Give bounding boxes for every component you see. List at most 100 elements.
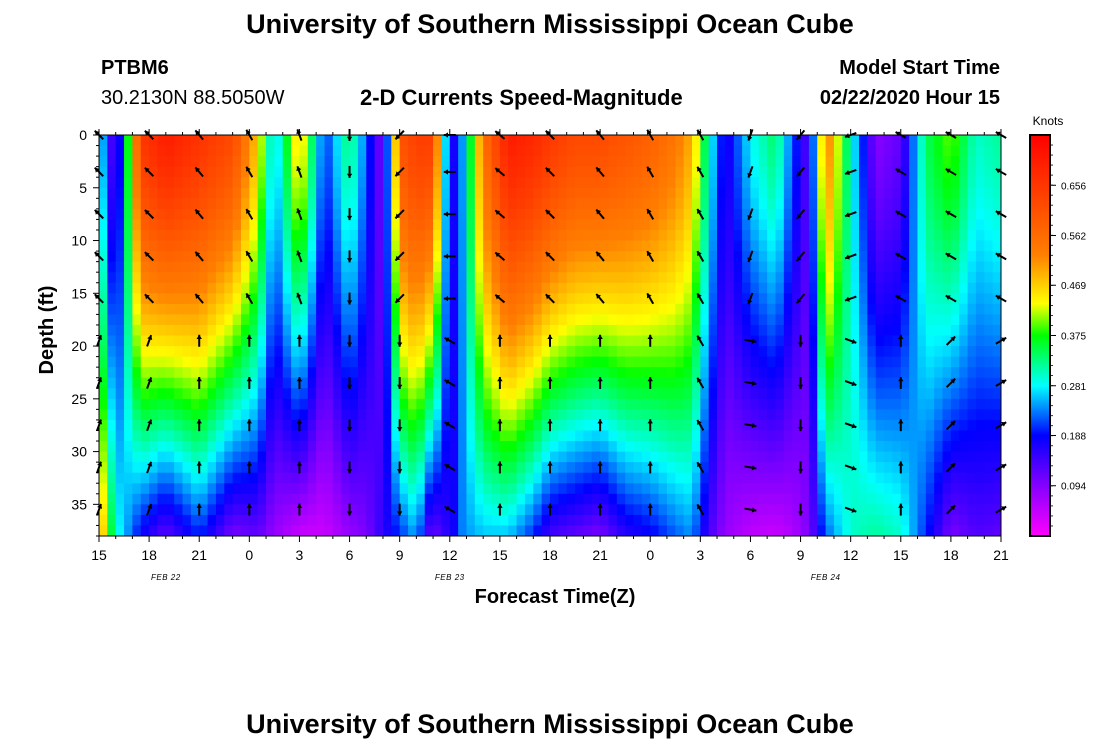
heatmap-cell bbox=[266, 229, 275, 242]
heatmap-cell bbox=[641, 367, 651, 379]
heatmap-cell bbox=[825, 198, 835, 210]
heatmap-cell bbox=[307, 177, 317, 189]
heatmap-cell bbox=[107, 377, 117, 389]
heatmap-cell bbox=[541, 409, 551, 421]
heatmap-cell bbox=[441, 187, 451, 199]
arrow-head bbox=[545, 130, 551, 136]
heatmap-cell bbox=[391, 177, 401, 189]
heatmap-cell bbox=[399, 493, 409, 505]
heatmap-cell bbox=[132, 145, 142, 157]
heatmap-cell bbox=[833, 525, 843, 536]
heatmap-cell bbox=[541, 356, 551, 368]
heatmap-cell bbox=[324, 525, 334, 536]
heatmap-cell bbox=[909, 208, 919, 221]
heatmap-cell bbox=[149, 335, 159, 347]
heatmap-cell bbox=[274, 198, 284, 210]
arrow-head bbox=[296, 129, 302, 135]
heatmap-cell bbox=[533, 451, 543, 463]
heatmap-cell bbox=[157, 282, 167, 294]
current-arrow bbox=[547, 376, 553, 389]
heatmap-cell bbox=[291, 282, 301, 294]
heatmap-cell bbox=[316, 335, 326, 347]
heatmap-cell bbox=[199, 314, 209, 326]
heatmap-cell bbox=[884, 398, 894, 410]
heatmap-cell bbox=[800, 451, 810, 463]
heatmap-cell bbox=[942, 293, 952, 305]
heatmap-cell bbox=[666, 219, 676, 231]
heatmap-cell bbox=[324, 166, 334, 178]
heatmap-cell bbox=[892, 251, 902, 263]
heatmap-cell bbox=[382, 462, 392, 474]
heatmap-cell bbox=[341, 229, 351, 242]
heatmap-cell bbox=[466, 483, 476, 495]
heatmap-cell bbox=[374, 504, 384, 516]
heatmap-cell bbox=[758, 504, 768, 516]
heatmap-cell bbox=[666, 240, 676, 252]
heatmap-cell bbox=[508, 282, 518, 294]
heatmap-cell bbox=[149, 135, 159, 147]
heatmap-cell bbox=[491, 335, 501, 347]
heatmap-cell bbox=[341, 430, 351, 442]
heatmap-cell bbox=[600, 493, 610, 505]
heatmap-cell bbox=[533, 314, 543, 326]
heatmap-cell bbox=[591, 462, 601, 474]
heatmap-cell bbox=[884, 187, 894, 199]
heatmap-cell bbox=[324, 441, 334, 453]
heatmap-cell bbox=[783, 166, 793, 178]
heatmap-cell bbox=[357, 483, 367, 495]
heatmap-cell bbox=[850, 419, 860, 432]
heatmap-cell bbox=[691, 514, 701, 527]
heatmap-cell bbox=[182, 240, 192, 252]
colorbar-tick-label: 0.281 bbox=[1061, 382, 1086, 393]
heatmap-cell bbox=[282, 198, 292, 210]
heatmap-cell bbox=[316, 377, 326, 389]
heatmap-cell bbox=[449, 525, 459, 536]
heatmap-cell bbox=[900, 282, 910, 294]
heatmap-cell bbox=[349, 198, 359, 210]
heatmap-cell bbox=[884, 377, 894, 389]
heatmap-cell bbox=[524, 177, 534, 189]
heatmap-cell bbox=[291, 346, 301, 358]
heatmap-cell bbox=[775, 303, 785, 315]
heatmap-cell bbox=[232, 293, 242, 305]
heatmap-cell bbox=[558, 261, 568, 273]
heatmap-cell bbox=[132, 419, 142, 432]
heatmap-cell bbox=[382, 514, 392, 527]
heatmap-cell bbox=[424, 261, 434, 273]
heatmap-cell bbox=[266, 346, 275, 358]
heatmap-cell bbox=[433, 282, 443, 294]
heatmap-cell bbox=[483, 251, 493, 263]
heatmap-cell bbox=[324, 135, 334, 147]
heatmap-cell bbox=[992, 145, 1001, 157]
heatmap-cell bbox=[307, 166, 317, 178]
heatmap-cell bbox=[550, 377, 559, 389]
heatmap-cell bbox=[925, 282, 935, 294]
heatmap-cell bbox=[149, 282, 159, 294]
heatmap-cell bbox=[666, 493, 676, 505]
heatmap-cell bbox=[541, 335, 551, 347]
heatmap-cell bbox=[524, 166, 534, 178]
heatmap-cell bbox=[650, 156, 660, 168]
heatmap-cell bbox=[575, 419, 585, 432]
heatmap-cell bbox=[641, 208, 651, 221]
heatmap-cell bbox=[140, 367, 150, 379]
heatmap-cell bbox=[433, 198, 443, 210]
heatmap-cell bbox=[215, 493, 225, 505]
heatmap-cell bbox=[959, 303, 969, 315]
heatmap-cell bbox=[550, 324, 559, 337]
heatmap-cell bbox=[583, 198, 593, 210]
heatmap-cell bbox=[917, 430, 927, 442]
heatmap-cell bbox=[658, 472, 668, 484]
heatmap-cell bbox=[424, 398, 434, 410]
heatmap-cell bbox=[641, 441, 651, 453]
heatmap-cell bbox=[875, 208, 885, 221]
heatmap-cell bbox=[491, 293, 501, 305]
heatmap-cell bbox=[483, 198, 493, 210]
heatmap-cell bbox=[165, 462, 175, 474]
heatmap-cell bbox=[708, 208, 718, 221]
current-arrow bbox=[146, 334, 153, 347]
heatmap-cell bbox=[449, 335, 459, 347]
heatmap-cell bbox=[825, 272, 835, 284]
heatmap-cell bbox=[274, 293, 284, 305]
heatmap-cell bbox=[817, 367, 827, 379]
